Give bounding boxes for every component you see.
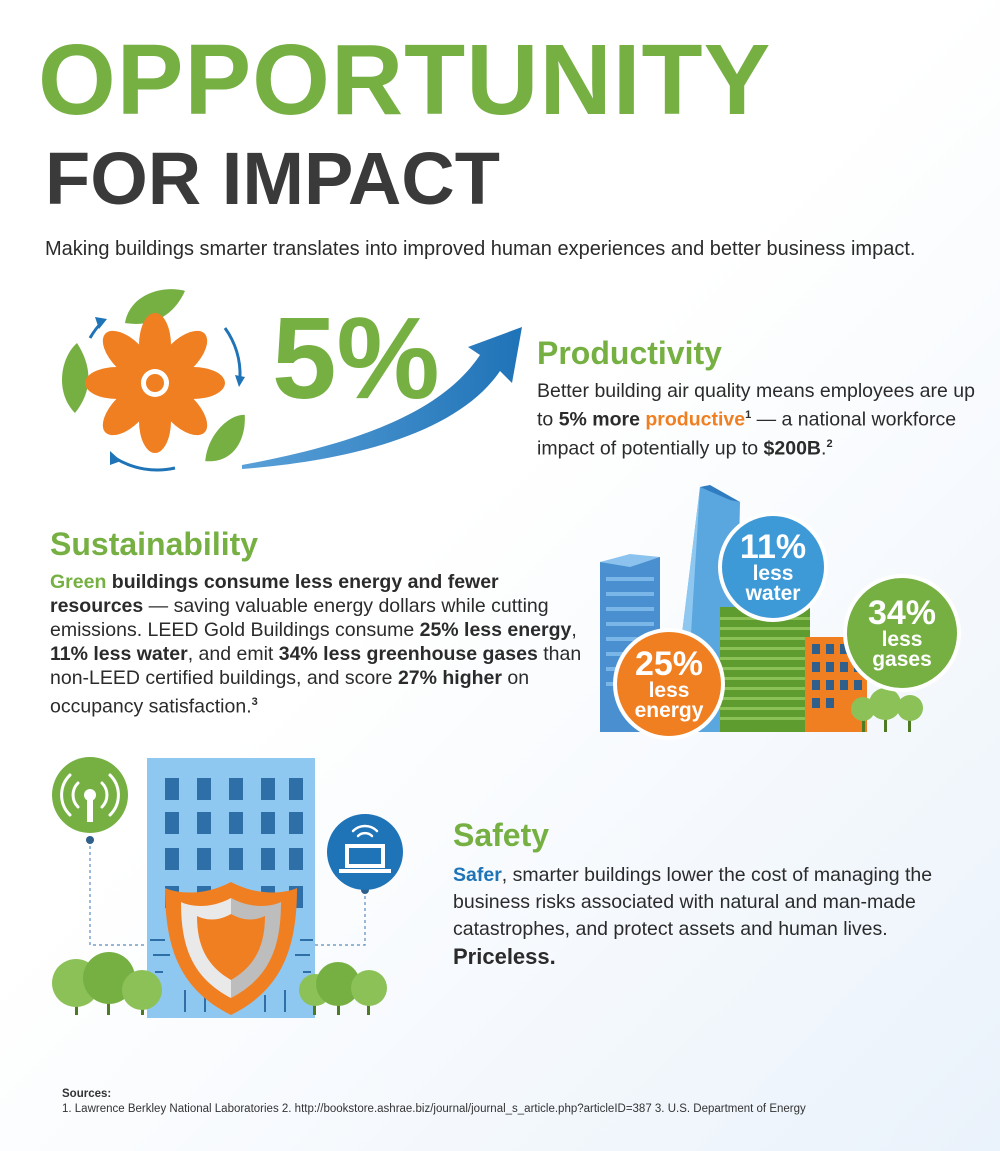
water-stat-bubble: 11% less water — [718, 512, 828, 622]
productivity-title: Productivity — [537, 335, 722, 371]
safety-title: Safety — [453, 817, 550, 853]
fan-recycle-illustration — [62, 289, 245, 472]
safety-building-illustration — [52, 757, 403, 1018]
sustainability-text: Green buildings consume less energy and … — [50, 571, 582, 718]
sustainability-title: Sustainability — [50, 526, 259, 562]
productivity-text: Better building air quality means employ… — [537, 380, 975, 459]
sources-title: Sources: — [62, 1088, 112, 1100]
leaf-icon — [62, 289, 245, 462]
sources-text: 1. Lawrence Berkley National Laboratorie… — [62, 1103, 806, 1115]
safety-text: Safer, smarter buildings lower the cost … — [453, 864, 933, 969]
fan-icon — [85, 313, 225, 453]
recycle-arrows-icon — [88, 317, 245, 472]
sources-footer: Sources: 1. Lawrence Berkley National La… — [62, 1088, 806, 1115]
title-opportunity: OPPORTUNITY — [38, 24, 772, 136]
shield-icon — [165, 882, 297, 1015]
title-for-impact: FOR IMPACT — [45, 137, 500, 220]
growth-arrow-icon — [242, 327, 522, 469]
tree-icon — [52, 952, 387, 1015]
energy-stat-bubble: 25% less energy — [613, 628, 725, 740]
productivity-big-stat: 5% — [272, 293, 440, 423]
gases-stat-bubble: 34% less gases — [843, 574, 961, 692]
tree-icon — [851, 688, 923, 732]
intro-text: Making buildings smarter translates into… — [45, 238, 916, 260]
wifi-antenna-icon — [52, 757, 128, 833]
laptop-wifi-icon — [327, 814, 403, 890]
